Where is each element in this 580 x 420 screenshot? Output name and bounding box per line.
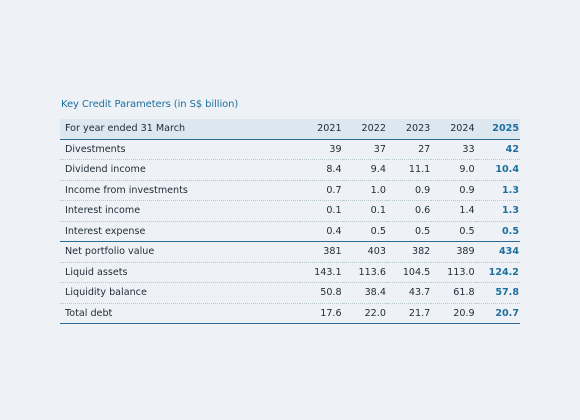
cell-value: 0.1 bbox=[342, 200, 387, 222]
cell-value: 22.0 bbox=[342, 303, 387, 324]
cell-value: 38.4 bbox=[342, 282, 387, 304]
cell-value: 0.5 bbox=[342, 221, 387, 242]
cell-value: 104.5 bbox=[386, 262, 432, 283]
cell-value: 39 bbox=[300, 139, 343, 160]
table-title: Key Credit Parameters (in S$ billion) bbox=[61, 99, 239, 110]
row-label: Income from investments bbox=[60, 180, 301, 201]
cell-value: 9.0 bbox=[431, 159, 476, 181]
cell-value: 43.7 bbox=[386, 282, 432, 304]
cell-value: 27 bbox=[386, 139, 432, 160]
row-label: Total debt bbox=[60, 303, 301, 324]
cell-value: 389 bbox=[431, 241, 476, 263]
cell-value-current: 10.4 bbox=[475, 159, 520, 181]
table-row: Interest expense 0.4 0.5 0.5 0.5 0.5 bbox=[60, 221, 520, 242]
cell-value-current: 434 bbox=[475, 241, 520, 263]
cell-value: 0.5 bbox=[386, 221, 432, 242]
cell-value: 0.9 bbox=[386, 180, 432, 201]
year-header: 2022 bbox=[342, 119, 387, 140]
cell-value: 0.5 bbox=[431, 221, 476, 242]
cell-value: 0.1 bbox=[300, 200, 343, 222]
year-header-current: 2025 bbox=[475, 119, 520, 140]
cell-value: 11.1 bbox=[386, 159, 432, 181]
row-label: Dividend income bbox=[60, 159, 301, 181]
credit-parameters-table: For year ended 31 March 2021 2022 2023 2… bbox=[60, 119, 520, 324]
cell-value-current: 1.3 bbox=[475, 180, 520, 201]
cell-value: 9.4 bbox=[342, 159, 387, 181]
year-header: 2023 bbox=[386, 119, 432, 140]
year-header: 2024 bbox=[431, 119, 476, 140]
cell-value-current: 57.8 bbox=[475, 282, 520, 304]
cell-value: 113.0 bbox=[431, 262, 476, 283]
table-row: Total debt 17.6 22.0 21.7 20.9 20.7 bbox=[60, 303, 520, 324]
cell-value: 403 bbox=[342, 241, 387, 263]
header-row: For year ended 31 March 2021 2022 2023 2… bbox=[60, 119, 520, 140]
cell-value: 381 bbox=[300, 241, 343, 263]
row-label: Liquid assets bbox=[60, 262, 301, 283]
cell-value: 8.4 bbox=[300, 159, 343, 181]
header-label: For year ended 31 March bbox=[60, 119, 301, 140]
cell-value-current: 20.7 bbox=[475, 303, 520, 324]
row-label: Liquidity balance bbox=[60, 282, 301, 304]
cell-value: 37 bbox=[342, 139, 387, 160]
cell-value-current: 42 bbox=[475, 139, 520, 160]
cell-value: 143.1 bbox=[300, 262, 343, 283]
row-label: Divestments bbox=[60, 139, 301, 160]
cell-value-current: 1.3 bbox=[475, 200, 520, 222]
year-header: 2021 bbox=[300, 119, 343, 140]
cell-value: 50.8 bbox=[300, 282, 343, 304]
cell-value-current: 124.2 bbox=[475, 262, 520, 283]
table-row: Dividend income 8.4 9.4 11.1 9.0 10.4 bbox=[60, 159, 520, 181]
row-label: Interest income bbox=[60, 200, 301, 222]
cell-value: 1.4 bbox=[431, 200, 476, 222]
cell-value: 382 bbox=[386, 241, 432, 263]
cell-value: 0.6 bbox=[386, 200, 432, 222]
table-row: Interest income 0.1 0.1 0.6 1.4 1.3 bbox=[60, 200, 520, 222]
cell-value: 0.4 bbox=[300, 221, 343, 242]
row-label: Interest expense bbox=[60, 221, 301, 242]
cell-value: 33 bbox=[431, 139, 476, 160]
table-row: Income from investments 0.7 1.0 0.9 0.9 … bbox=[60, 180, 520, 201]
row-label: Net portfolio value bbox=[60, 241, 301, 263]
cell-value: 20.9 bbox=[431, 303, 476, 324]
table-row: Liquidity balance 50.8 38.4 43.7 61.8 57… bbox=[60, 282, 520, 304]
cell-value: 113.6 bbox=[342, 262, 387, 283]
cell-value: 0.9 bbox=[431, 180, 476, 201]
cell-value-current: 0.5 bbox=[475, 221, 520, 242]
cell-value: 21.7 bbox=[386, 303, 432, 324]
table-row: Net portfolio value 381 403 382 389 434 bbox=[60, 241, 520, 263]
table-row: Divestments 39 37 27 33 42 bbox=[60, 139, 520, 160]
cell-value: 0.7 bbox=[300, 180, 343, 201]
table-row: Liquid assets 143.1 113.6 104.5 113.0 12… bbox=[60, 262, 520, 283]
cell-value: 61.8 bbox=[431, 282, 476, 304]
credit-parameters-panel: Key Credit Parameters (in S$ billion) Fo… bbox=[60, 98, 522, 324]
cell-value: 17.6 bbox=[300, 303, 343, 324]
cell-value: 1.0 bbox=[342, 180, 387, 201]
